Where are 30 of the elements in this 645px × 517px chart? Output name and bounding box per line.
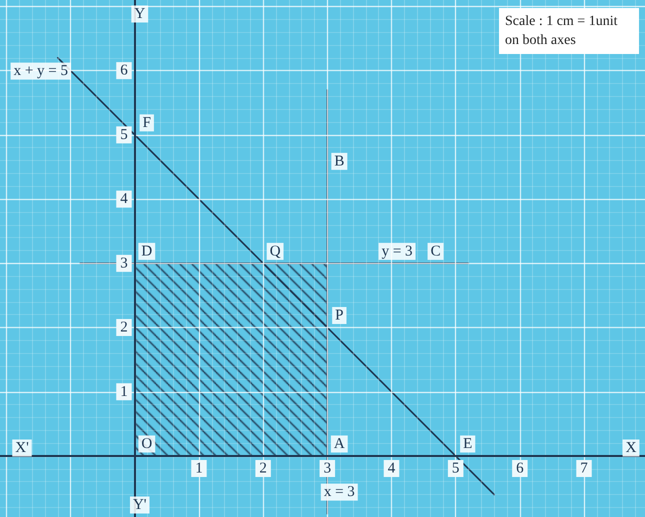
annotation: E (463, 436, 472, 452)
y-tick-label: 6 (120, 62, 128, 79)
x-tick-label: 4 (388, 460, 396, 476)
annotation: x + y = 5 (14, 63, 68, 80)
x-tick-label: 2 (259, 460, 267, 476)
annotation: A (334, 436, 345, 452)
annotation: D (141, 243, 152, 260)
annotation: Y' (132, 497, 147, 513)
x-tick-label: 5 (452, 460, 460, 476)
y-axis-title: Y (134, 6, 146, 22)
annotation: X' (15, 440, 30, 456)
annotation: B (334, 153, 344, 170)
annotation: y = 3 (382, 243, 413, 260)
annotation: O (141, 436, 152, 452)
x-tick-label: 1 (195, 460, 203, 476)
annotation: Q (270, 243, 281, 260)
x-axis-title: X (626, 440, 637, 456)
annotation: F (142, 114, 151, 131)
y-tick-label: 4 (120, 191, 128, 208)
y-tick-label: 2 (120, 320, 128, 336)
annotation: x = 3 (324, 484, 355, 500)
annotation: P (335, 308, 344, 324)
y-tick-label: 3 (120, 255, 128, 272)
annotation: C (430, 243, 441, 260)
y-tick-label: 5 (120, 126, 128, 143)
y-tick-label: 1 (120, 384, 128, 400)
x-tick-label: 3 (324, 460, 332, 476)
annotation: Scale : 1 cm = 1unit on both axes (505, 14, 621, 48)
x-tick-label: 6 (516, 460, 524, 476)
x-tick-label: 7 (580, 460, 588, 476)
